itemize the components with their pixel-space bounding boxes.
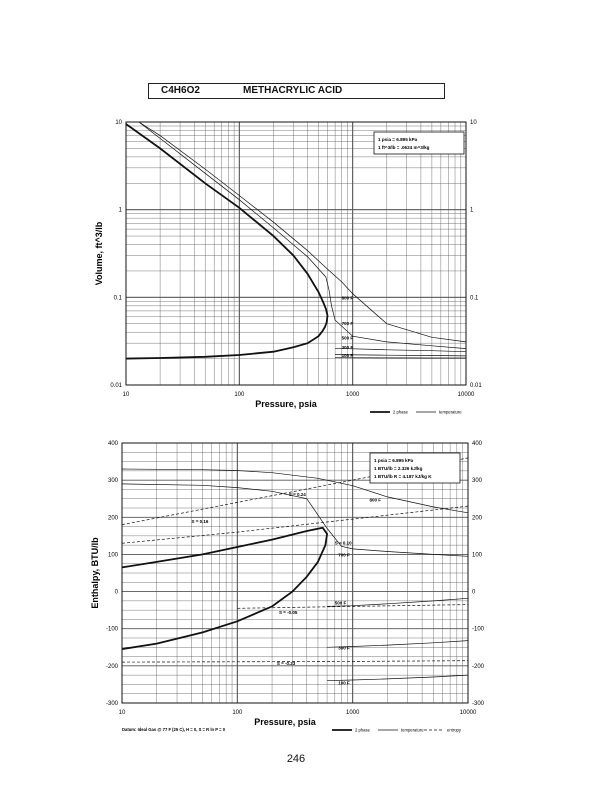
curve-label: 500 F <box>335 601 347 606</box>
series-2-phase <box>125 123 329 360</box>
legend-label: 2 phase <box>355 728 371 733</box>
series-100-f <box>327 674 469 682</box>
y-tick-label-right: 10 <box>470 120 477 126</box>
curve-label: 700 F <box>342 321 354 326</box>
chart-title-box: C4H6O2 METHACRYLIC ACID <box>148 83 445 99</box>
curve-label: 100 F <box>338 681 350 686</box>
curve-label: 700 F <box>338 552 350 557</box>
y-tick-label: -300 <box>106 701 119 707</box>
series-200-f <box>335 354 467 357</box>
y-tick-label-right: 300 <box>472 478 483 484</box>
conversion-frame <box>369 452 461 484</box>
x-tick-label: 10000 <box>460 710 477 716</box>
y-tick-label: 10 <box>115 120 122 126</box>
y-axis-label: Volume, ft^3/lb <box>94 221 104 285</box>
x-tick-label: 10000 <box>458 392 475 398</box>
y-tick-label: -200 <box>106 664 119 670</box>
plot-frame <box>121 442 469 704</box>
y-tick-label-right: 100 <box>472 552 483 558</box>
conversion-box: 1 psia = 6.895 kPa 1 ft^3/lb = .0624 m^3/… <box>373 131 465 155</box>
formula-label: C4H6O2 <box>161 85 200 96</box>
y-tick-label-right: 0 <box>472 590 476 596</box>
y-tick-label-right: -100 <box>472 627 485 633</box>
curve-label: 800 F <box>370 497 382 502</box>
x-tick-label: 1000 <box>346 392 360 398</box>
curve-label: S = -0.05 <box>279 610 298 615</box>
datum-note: Datum: Ideal Gas @ 77 F (25 C), H = 0, S… <box>122 727 226 732</box>
curve-label: S = 0.10 <box>335 541 352 546</box>
y-tick-label-right: 200 <box>472 515 483 521</box>
y-tick-label-right: 0.1 <box>470 295 479 301</box>
page-number: 246 <box>286 753 306 765</box>
y-tick-label: 0.01 <box>110 383 122 389</box>
x-tick-label: 100 <box>234 392 245 398</box>
curve-label: S = -0.23 <box>277 661 296 666</box>
legend: 2 phase temperature entropy <box>332 728 462 733</box>
grid <box>125 121 467 386</box>
conversion-line: 1 psia = 6.895 kPa <box>378 137 418 142</box>
series-800-f <box>121 468 469 514</box>
y-tick-label: 0 <box>115 590 119 596</box>
conversion-line: 1 BTU/lb R = 4.187 kJ/kg K <box>374 474 432 479</box>
y-tick-label-right: 400 <box>472 441 483 447</box>
y-tick-label: 1 <box>119 208 123 214</box>
x-axis-label: Pressure, psia <box>255 399 318 409</box>
series-s-0-24 <box>121 457 469 526</box>
x-tick-label: 10 <box>119 710 126 716</box>
conversion-line: 1 BTU/lb = 2.326 kJ/kg <box>374 466 423 471</box>
legend-label: entropy <box>447 728 462 733</box>
series-500-f <box>327 597 469 607</box>
series-s-0-15 <box>121 505 469 544</box>
y-tick-label: 200 <box>108 515 119 521</box>
series-2-phase <box>121 526 329 650</box>
curve-label: 500 F <box>342 335 354 340</box>
series-300-f <box>327 640 469 648</box>
y-tick-label-right: -200 <box>472 664 485 670</box>
curve-label: 300 F <box>342 345 354 350</box>
y-tick-label: 100 <box>108 552 119 558</box>
y-tick-label: 0.1 <box>114 295 123 301</box>
legend-label: 2 phase <box>393 410 409 415</box>
legend-label: temperature <box>439 410 462 415</box>
chart-1: 10 100 1000 10000 10 10 1 1 0.1 0.1 0.01 0.01 Pressu… <box>94 120 482 415</box>
legend: 2 phase temperature <box>370 410 462 415</box>
y-tick-label: -100 <box>106 627 119 633</box>
series-700-f <box>121 483 469 557</box>
y-tick-label: 300 <box>108 478 119 484</box>
x-tick-label: 1000 <box>346 710 360 716</box>
plot-frame <box>125 121 467 386</box>
x-axis-label: Pressure, psia <box>254 717 317 727</box>
y-tick-label-right: -300 <box>472 701 485 707</box>
curve-label: 800 F <box>342 295 354 300</box>
conversion-line: 1 psia = 6.895 kPa <box>374 458 414 463</box>
series-s-0-23 <box>121 660 469 663</box>
series-600-f <box>138 121 467 343</box>
conversion-frame <box>373 131 465 155</box>
series-s-0-05 <box>237 604 469 609</box>
compound-name: METHACRYLIC ACID <box>243 85 343 96</box>
conversion-box: 1 psia = 6.895 kPa 1 BTU/lb = 2.326 kJ/kg… <box>369 452 461 484</box>
x-tick-label: 10 <box>123 392 130 398</box>
curve-label: 100 F <box>342 353 354 358</box>
curve-label: 300 F <box>338 645 350 650</box>
curve-label: S = 0.24 <box>289 492 306 497</box>
x-tick-label: 100 <box>232 710 243 716</box>
curve-label: S = 0.16 <box>191 519 208 524</box>
y-tick-label-right: 1 <box>470 208 474 214</box>
series-500-f <box>138 121 467 349</box>
conversion-line: 1 ft^3/lb = .0624 m^3/kg <box>378 145 430 150</box>
series-300-f <box>335 347 467 353</box>
legend-label: temperature <box>401 728 424 733</box>
y-tick-label: 400 <box>108 441 119 447</box>
y-axis-label: Enthalpy, BTU/lb <box>90 537 100 609</box>
y-tick-label-right: 0.01 <box>470 383 482 389</box>
